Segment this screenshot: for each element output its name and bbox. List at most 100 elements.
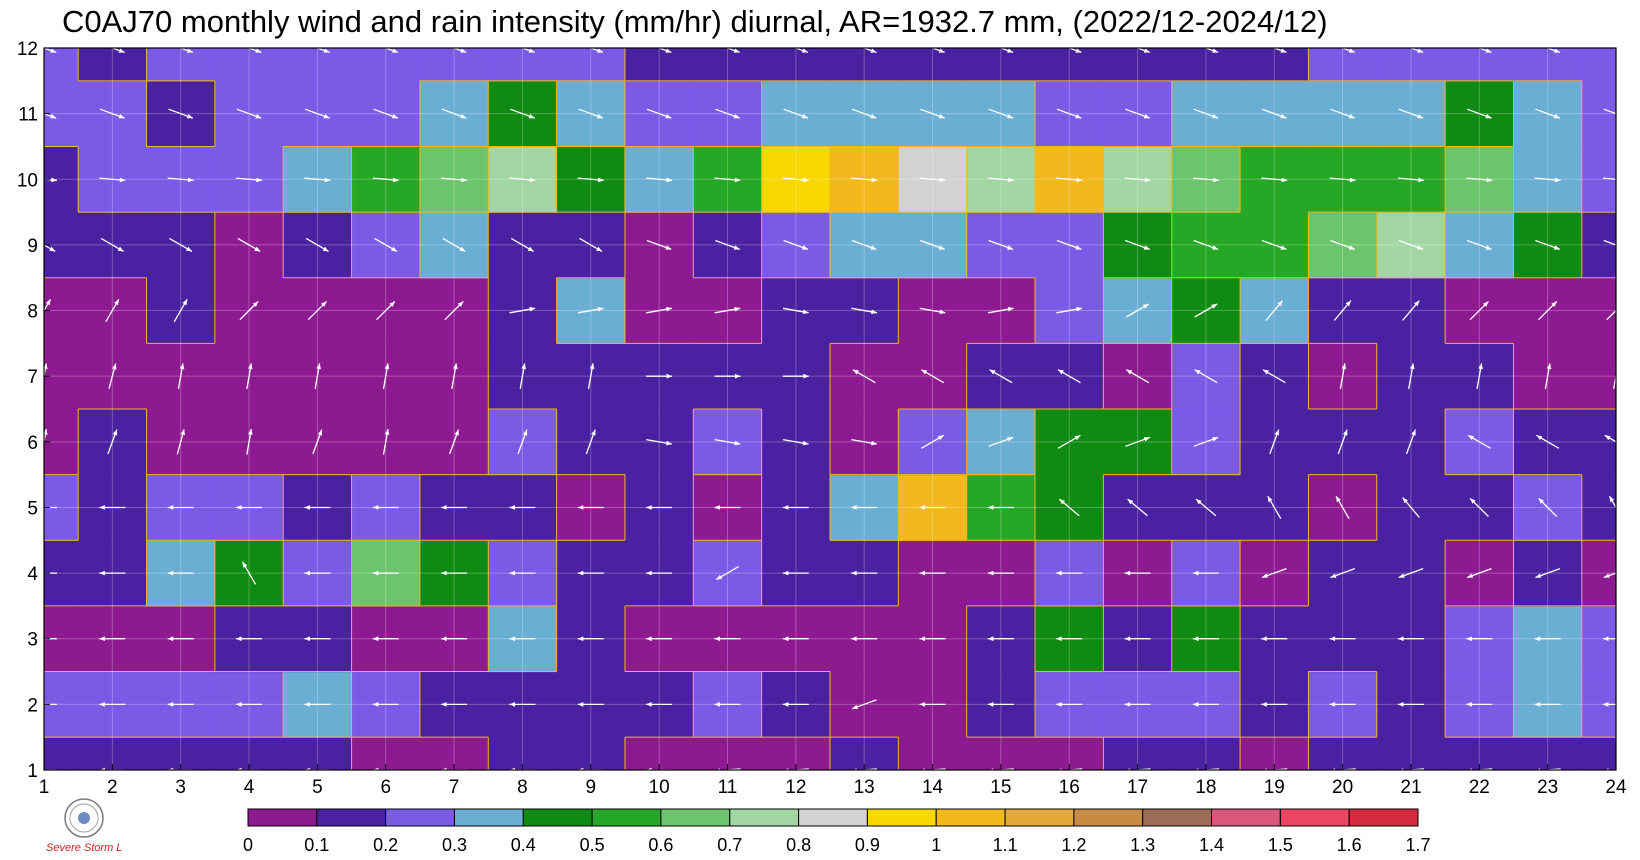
wind-arrow: [646, 505, 673, 510]
wind-arrow: [304, 570, 331, 576]
wind-arrow: [376, 300, 396, 321]
wind-arrow: [851, 438, 878, 446]
wind-arrow: [1195, 498, 1217, 517]
wind-arrow: [714, 373, 741, 379]
wind-arrow: [920, 434, 945, 449]
x-tick-label: 5: [312, 777, 323, 798]
wind-arrow: [44, 112, 57, 119]
wind-arrow: [1272, 48, 1287, 54]
wind-arrow: [1603, 239, 1616, 246]
rain-cell-m12-h4: [214, 48, 284, 82]
colorbar-swatch: [729, 808, 800, 827]
wind-arrow: [851, 636, 878, 642]
colorbar-swatch: [247, 808, 318, 827]
wind-arrow: [1056, 239, 1082, 251]
wind-arrow: [919, 702, 946, 707]
wind-arrow: [173, 298, 188, 323]
wind-arrow: [587, 363, 595, 390]
wind-arrow: [1340, 48, 1356, 54]
wind-arrow: [1058, 498, 1080, 517]
wind-arrow: [1261, 239, 1287, 251]
y-tick-label: 6: [27, 433, 38, 454]
x-tick-label: 4: [244, 777, 255, 798]
wind-arrow: [782, 438, 809, 446]
x-tick-label: 13: [854, 777, 875, 798]
wind-arrow: [441, 570, 468, 576]
wind-arrow: [1056, 306, 1083, 314]
wind-arrow: [1192, 702, 1219, 707]
wind-arrow: [851, 570, 878, 576]
svg-text:Severe Storm Lab.: Severe Storm Lab.: [46, 842, 122, 854]
wind-arrow: [1398, 239, 1424, 251]
y-tick-label: 10: [17, 170, 38, 191]
rain-cell-m1-h24: [1581, 737, 1616, 770]
wind-arrow: [1329, 636, 1356, 642]
wind-arrow: [1535, 239, 1561, 251]
wind-arrow: [509, 570, 536, 576]
wind-arrow: [442, 237, 466, 252]
wind-arrow: [1409, 48, 1424, 54]
rain-cell-m12-h18: [1171, 48, 1241, 82]
wind-arrow: [305, 237, 329, 252]
rain-cell-m12-h14: [898, 48, 968, 82]
wind-arrow: [577, 306, 604, 314]
wind-arrow: [1337, 429, 1348, 455]
wind-arrow: [1329, 702, 1356, 707]
colorbar-label: 1.4: [1199, 835, 1224, 855]
wind-arrow: [782, 636, 809, 642]
rain-cell-m12-h16: [1035, 48, 1104, 82]
colorbar-label: 0.8: [786, 835, 811, 855]
wind-arrow: [1398, 567, 1424, 579]
wind-arrow: [1127, 498, 1148, 517]
wind-arrow: [1124, 570, 1151, 576]
colorbar-swatch: [454, 808, 524, 827]
wind-arrow: [1261, 177, 1288, 183]
wind-arrow: [372, 636, 399, 642]
rain-cell-m12-h2: [78, 48, 148, 82]
colorbar-label: 1.1: [993, 835, 1018, 855]
x-tick-label: 11: [718, 777, 738, 798]
wind-arrow: [919, 570, 946, 576]
wind-arrow: [1405, 429, 1417, 455]
wind-arrow: [372, 505, 399, 510]
wind-arrow: [851, 108, 877, 119]
wind-arrow: [100, 237, 124, 252]
wind-arrow: [1408, 363, 1415, 390]
wind-arrow: [1056, 570, 1083, 576]
wind-arrow: [167, 702, 194, 707]
wind-arrow: [1125, 369, 1150, 384]
y-tick-label: 7: [27, 367, 38, 388]
severe-storm-lab-logo: Severe Storm Lab.: [46, 798, 122, 854]
wind-arrow: [315, 48, 330, 54]
wind-arrow: [1606, 309, 1616, 321]
wind-arrow: [1192, 636, 1219, 642]
wind-arrow: [989, 369, 1013, 384]
colorbar-label: 1.5: [1268, 835, 1293, 855]
colorbar-swatch: [385, 808, 455, 827]
wind-arrow: [509, 702, 536, 707]
rain-cell-m6-h24: [1581, 409, 1616, 476]
colorbar-swatch: [1004, 808, 1075, 827]
x-tick-label: 15: [990, 777, 1011, 798]
wind-arrow: [44, 363, 48, 380]
wind-arrow: [1602, 177, 1616, 180]
wind-arrow: [1124, 177, 1151, 183]
wind-arrow: [1265, 300, 1284, 321]
wind-arrow: [441, 177, 468, 183]
wind-arrow: [509, 636, 536, 642]
wind-arrow: [646, 108, 672, 119]
wind-arrow: [714, 306, 741, 314]
wind-arrow: [998, 48, 1014, 54]
wind-arrow: [382, 428, 390, 455]
wind-arrow: [1335, 495, 1350, 520]
rain-cell-m12-h20: [1308, 48, 1378, 82]
wind-arrow: [167, 177, 194, 183]
wind-arrow: [1397, 177, 1424, 183]
x-tick-label: 2: [107, 777, 118, 798]
x-tick-label: 8: [517, 777, 528, 798]
rain-cell-m12-h23: [1513, 48, 1583, 82]
wind-arrow: [304, 636, 331, 642]
wind-arrow: [987, 702, 1014, 707]
wind-arrow: [383, 48, 399, 54]
wind-arrow: [372, 177, 399, 183]
